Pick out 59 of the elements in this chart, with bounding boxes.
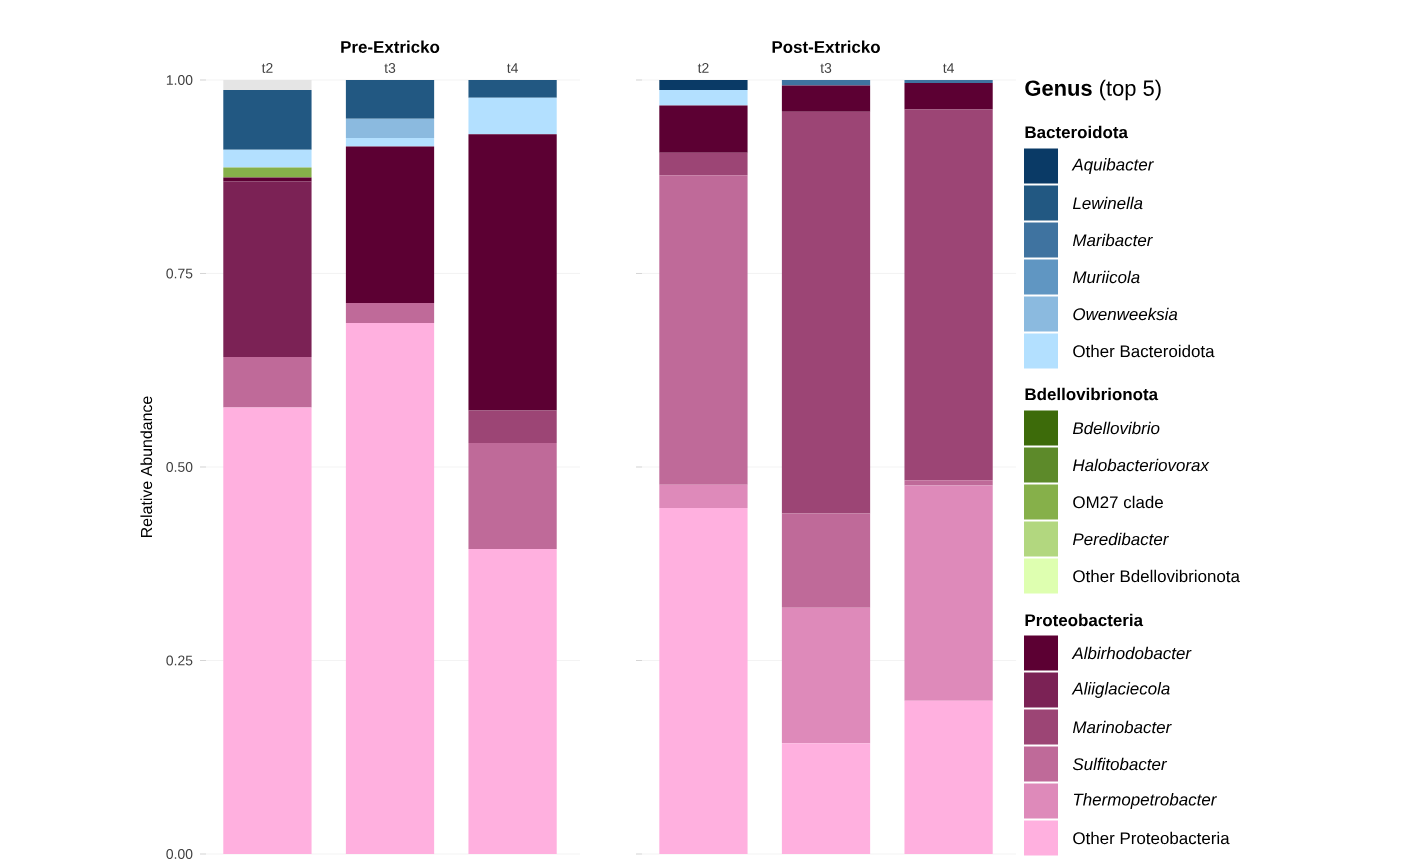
bar [904, 480, 993, 486]
legend-label: Lewinella [1072, 196, 1143, 210]
bar [223, 407, 312, 854]
bar [345, 323, 435, 854]
bar [781, 607, 871, 744]
bar [781, 513, 871, 608]
bar [223, 167, 312, 178]
bar [345, 138, 435, 147]
legend-label: Other Proteobacteria [1073, 831, 1230, 845]
legend-label: Aliiglaciecola [1071, 682, 1170, 698]
text: Proteobacteria [1025, 613, 1144, 627]
bar [781, 79, 871, 86]
bar [345, 146, 435, 303]
bar [345, 118, 435, 139]
bar [659, 105, 748, 153]
legend-label: OM27 clade [1073, 495, 1163, 509]
legend-title: Genus (top 5) [1025, 79, 1161, 101]
legend-label: Owenweeksia [1073, 307, 1178, 321]
legend-label: Other Bacteroidota [1073, 344, 1215, 358]
bar [904, 83, 993, 110]
legend-label: Muriicola [1072, 270, 1140, 284]
chart-title: Post-Extricko [772, 40, 880, 53]
legend-label: Maribacter [1072, 233, 1153, 247]
bar [468, 79, 557, 98]
legend-label: Aquibacter [1071, 158, 1154, 174]
bar [468, 549, 557, 854]
text: Bacteroidota [1025, 125, 1129, 139]
bar [345, 79, 435, 119]
legend-label: Peredibacter [1072, 532, 1169, 546]
chart-title: Pre-Extricko [341, 40, 440, 53]
bar [904, 700, 993, 854]
bar [223, 149, 312, 168]
bar [659, 484, 748, 509]
bar [223, 90, 312, 150]
bar [781, 111, 871, 514]
bar [223, 181, 312, 358]
bar [781, 85, 871, 112]
legend-label: Albirhodobacter [1071, 646, 1192, 660]
bar [904, 109, 993, 481]
legend-label: Sulfitobacter [1072, 757, 1168, 771]
bar [659, 79, 748, 91]
bar [659, 152, 748, 176]
bar [468, 410, 557, 443]
legend-label: Marinobacter [1072, 720, 1172, 734]
text: Bdellovibrionota [1025, 387, 1159, 401]
bar [345, 302, 435, 324]
bar [468, 443, 557, 550]
bar [904, 485, 993, 701]
bar [781, 743, 871, 854]
bar [223, 357, 312, 408]
bar [468, 97, 557, 135]
bar [659, 508, 748, 854]
bar [659, 175, 748, 485]
legend-label: Thermopetrobacter [1073, 793, 1217, 809]
bar [659, 90, 748, 106]
legend-label: Bdellovibrio [1072, 421, 1160, 435]
bar [468, 134, 557, 411]
legend-label: Halobacteriovorax [1072, 458, 1210, 472]
legend-label: Other Bdellovibrionota [1073, 569, 1240, 583]
